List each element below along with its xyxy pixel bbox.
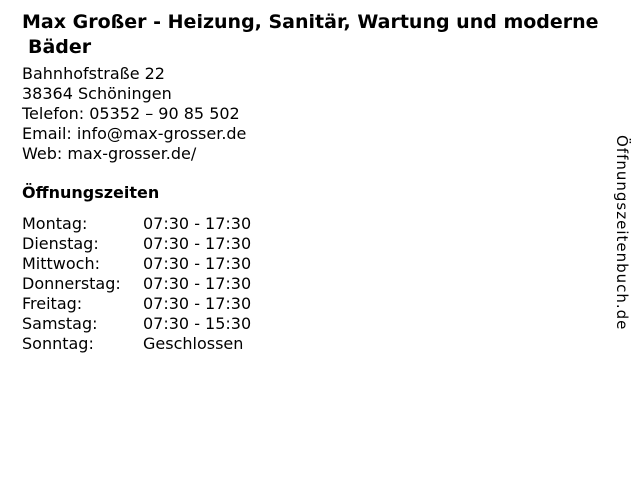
page-title-line2: Bäder — [28, 36, 92, 58]
day-label: Montag: — [22, 214, 88, 233]
address-city: 38364 Schöningen — [22, 84, 172, 103]
opening-hours-row-thursday: Donnerstag: 07:30 - 17:30 — [22, 274, 251, 294]
opening-hours-row-saturday: Samstag: 07:30 - 15:30 — [22, 314, 251, 334]
day-label: Mittwoch: — [22, 254, 100, 273]
hours-value: Geschlossen — [143, 334, 244, 353]
hours-value: 07:30 - 17:30 — [143, 254, 252, 273]
hours-value: 07:30 - 17:30 — [143, 234, 252, 253]
hours-value: 07:30 - 17:30 — [143, 274, 252, 293]
page-title-line1: Max Großer - Heizung, Sanitär, Wartung u… — [22, 11, 599, 33]
email-link[interactable]: info@max-grosser.de — [76, 124, 247, 143]
contact-block: Bahnhofstraße 22 38364 Schöningen Telefo… — [22, 64, 246, 164]
opening-hours-row-sunday: Sonntag: Geschlossen — [22, 334, 251, 354]
day-label: Samstag: — [22, 314, 98, 333]
day-label: Freitag: — [22, 294, 83, 313]
web-label: Web: — [22, 144, 63, 163]
phone-value: 05352 – 90 85 502 — [89, 104, 240, 123]
opening-hours-heading: Öffnungszeiten — [22, 183, 160, 202]
day-label: Dienstag: — [22, 234, 99, 253]
contact-phone-line: Telefon: 05352 – 90 85 502 — [22, 104, 246, 124]
page-title: Max Großer - Heizung, Sanitär, Wartung u… — [22, 10, 599, 60]
contact-email-line: Email: info@max-grosser.de — [22, 124, 246, 144]
watermark-site-link[interactable]: Öffnungszeitenbuch.de — [613, 135, 631, 331]
web-link[interactable]: max-grosser.de/ — [67, 144, 197, 163]
hours-value: 07:30 - 15:30 — [143, 314, 252, 333]
address-street: Bahnhofstraße 22 — [22, 64, 165, 83]
day-label: Donnerstag: — [22, 274, 121, 293]
opening-hours-table: Montag: 07:30 - 17:30 Dienstag: 07:30 - … — [22, 214, 251, 354]
hours-value: 07:30 - 17:30 — [143, 294, 252, 313]
opening-hours-row-wednesday: Mittwoch: 07:30 - 17:30 — [22, 254, 251, 274]
day-label: Sonntag: — [22, 334, 94, 353]
contact-web-line: Web: max-grosser.de/ — [22, 144, 246, 164]
phone-label: Telefon: — [22, 104, 85, 123]
opening-hours-row-monday: Montag: 07:30 - 17:30 — [22, 214, 251, 234]
hours-value: 07:30 - 17:30 — [143, 214, 252, 233]
opening-hours-row-tuesday: Dienstag: 07:30 - 17:30 — [22, 234, 251, 254]
email-label: Email: — [22, 124, 72, 143]
opening-hours-row-friday: Freitag: 07:30 - 17:30 — [22, 294, 251, 314]
